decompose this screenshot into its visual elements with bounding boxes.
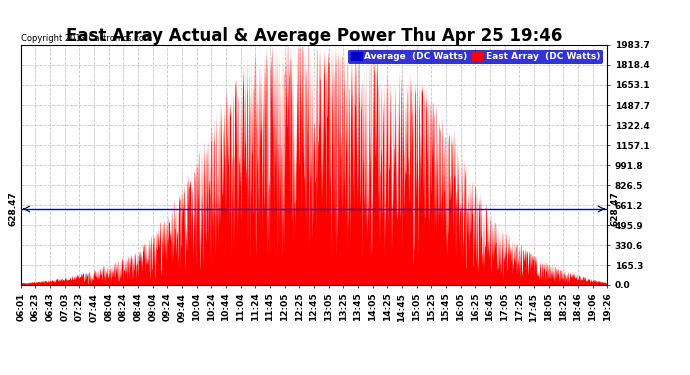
Legend: Average  (DC Watts), East Array  (DC Watts): Average (DC Watts), East Array (DC Watts… bbox=[348, 50, 602, 64]
Text: Copyright 2013 Cartronics.com: Copyright 2013 Cartronics.com bbox=[21, 34, 152, 43]
Text: 628.47: 628.47 bbox=[9, 192, 18, 226]
Text: 628.47: 628.47 bbox=[610, 192, 619, 226]
Title: East Array Actual & Average Power Thu Apr 25 19:46: East Array Actual & Average Power Thu Ap… bbox=[66, 27, 562, 45]
